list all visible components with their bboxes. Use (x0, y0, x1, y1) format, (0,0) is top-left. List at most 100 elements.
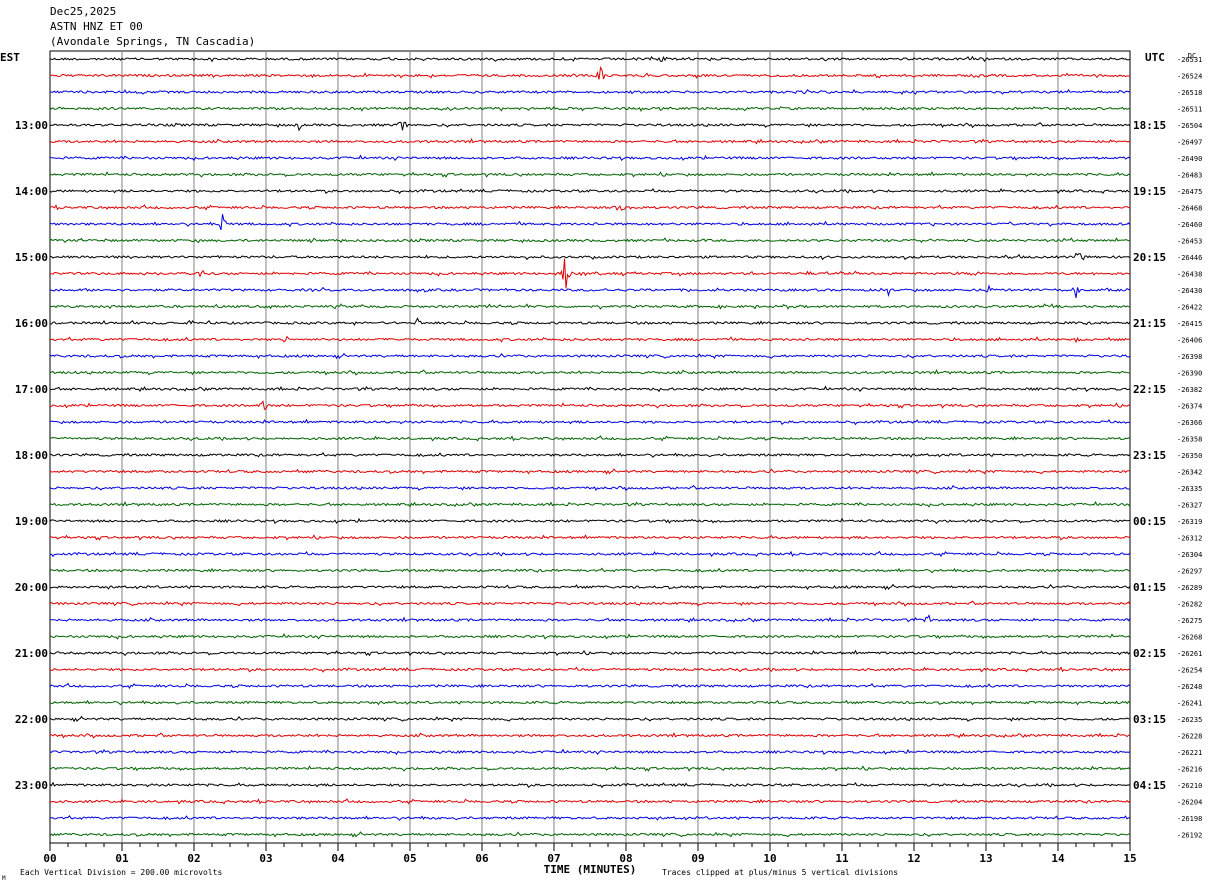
left-axis-label: EST (0, 51, 20, 64)
trace-row (49, 798, 1131, 805)
trace-row (49, 731, 1131, 739)
dc-offset-label: -26261 (1177, 650, 1202, 658)
dc-offset-label: -26518 (1177, 89, 1202, 97)
est-hour-label: 15:00 (15, 251, 48, 264)
x-tick-label: 08 (619, 852, 632, 865)
x-tick-label: 14 (1051, 852, 1065, 865)
utc-hour-label: 02:15 (1133, 647, 1166, 660)
est-hour-label: 17:00 (15, 383, 48, 396)
dc-offset-label: -26490 (1177, 155, 1202, 163)
dc-offset-label: -26210 (1177, 782, 1202, 790)
trace-row (49, 137, 1131, 145)
trace-row (49, 715, 1131, 723)
dc-offset-label: -26524 (1177, 73, 1202, 81)
utc-hour-label: 18:15 (1133, 119, 1166, 132)
chart-date: Dec25,2025 (50, 5, 117, 18)
x-tick-label: 05 (403, 852, 416, 865)
x-tick-label: 03 (259, 852, 272, 865)
trace-row (49, 284, 1131, 299)
dc-offset-label: -26422 (1177, 304, 1202, 312)
est-hour-label: 16:00 (15, 317, 48, 330)
utc-hour-label: 21:15 (1133, 317, 1166, 330)
x-tick-label: 02 (187, 852, 200, 865)
trace-row (49, 105, 1131, 112)
scale-note: Each Vertical Division = 200.00 microvol… (20, 868, 222, 877)
x-tick-label: 00 (43, 852, 56, 865)
trace-row (49, 418, 1131, 426)
dc-offset-label: -26460 (1177, 221, 1202, 229)
trace-row (49, 214, 1131, 231)
trace-row (49, 204, 1131, 211)
utc-hour-label: 19:15 (1133, 185, 1166, 198)
trace-row (49, 682, 1131, 690)
dc-offset-label: -26342 (1177, 469, 1202, 477)
trace-row (49, 781, 1131, 789)
dc-offset-label: -26453 (1177, 238, 1202, 246)
est-hour-label: 19:00 (15, 515, 48, 528)
trace-row (50, 814, 1131, 821)
x-tick-label: 10 (763, 852, 776, 865)
dc-offset-label: -26483 (1177, 172, 1202, 180)
est-hour-label: 13:00 (15, 119, 48, 132)
dc-offset-label: -26358 (1177, 436, 1202, 444)
dc-offset-label: -26235 (1177, 716, 1202, 724)
dc-offset-label: -26390 (1177, 370, 1202, 378)
trace-row (49, 303, 1131, 310)
trace-row (49, 121, 1131, 132)
trace-row (49, 666, 1131, 673)
dc-offset-label: -26497 (1177, 139, 1202, 147)
dc-offset-label: -26335 (1177, 485, 1202, 493)
dc-offset-label: -26275 (1177, 617, 1202, 625)
dc-offset-label: -26221 (1177, 749, 1202, 757)
trace-row (49, 485, 1131, 492)
trace-row (50, 335, 1131, 344)
x-tick-label: 09 (691, 852, 704, 865)
dc-offset-label: -26297 (1177, 568, 1202, 576)
trace-row (49, 237, 1131, 244)
est-hour-label: 20:00 (15, 581, 48, 594)
dc-offset-label: -26475 (1177, 188, 1202, 196)
dc-offset-label: -26248 (1177, 683, 1202, 691)
dc-offset-label: -26531 (1177, 56, 1202, 64)
utc-hour-label: 03:15 (1133, 713, 1166, 726)
trace-row (49, 500, 1131, 508)
dc-offset-label: -26228 (1177, 733, 1202, 741)
trace-row (49, 188, 1131, 195)
dc-offset-label: -26268 (1177, 634, 1202, 642)
dc-offset-label: -26319 (1177, 518, 1202, 526)
trace-row (49, 468, 1130, 475)
x-tick-label: 04 (331, 852, 345, 865)
dc-offset-label: -26216 (1177, 766, 1202, 774)
plot-frame (49, 50, 1131, 844)
dc-offset-label: -26398 (1177, 353, 1202, 361)
dc-offset-label: -26198 (1177, 815, 1202, 823)
dc-offset-label: -26406 (1177, 337, 1202, 345)
dc-offset-label: -26446 (1177, 254, 1202, 262)
dc-offset-label: -26192 (1177, 832, 1202, 840)
dc-offset-label: -26415 (1177, 320, 1202, 328)
dc-offset-label: -26254 (1177, 667, 1202, 675)
utc-hour-label: 04:15 (1133, 779, 1166, 792)
utc-hour-label: 01:15 (1133, 581, 1166, 594)
x-tick-label: 07 (547, 852, 560, 865)
trace-row (49, 600, 1131, 607)
trace-row (49, 550, 1131, 558)
dc-offset-label: -26430 (1177, 287, 1202, 295)
dc-offset-label: -26241 (1177, 700, 1202, 708)
dc-offset-label: -26504 (1177, 122, 1202, 130)
trace-row (49, 258, 1131, 289)
trace-row (49, 368, 1131, 376)
dc-offset-label: -26312 (1177, 535, 1202, 543)
trace-row (49, 400, 1131, 410)
dc-offset-label: -26204 (1177, 799, 1202, 807)
dc-offset-label: -26282 (1177, 601, 1202, 609)
trace-row (49, 385, 1131, 393)
trace-row (49, 171, 1131, 178)
trace-row (49, 534, 1131, 541)
dc-offset-label: -26304 (1177, 551, 1202, 559)
est-hour-label: 23:00 (15, 779, 48, 792)
utc-hour-label: 00:15 (1133, 515, 1166, 528)
dc-offset-label: -26468 (1177, 205, 1202, 213)
est-hour-label: 22:00 (15, 713, 48, 726)
trace-row (49, 831, 1131, 838)
